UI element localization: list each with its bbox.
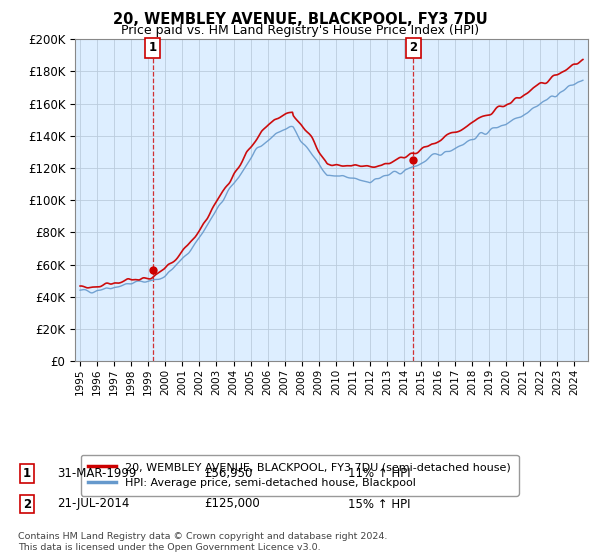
Text: 15% ↑ HPI: 15% ↑ HPI bbox=[348, 497, 410, 511]
Text: 21-JUL-2014: 21-JUL-2014 bbox=[57, 497, 130, 511]
Text: £56,950: £56,950 bbox=[204, 466, 253, 480]
Text: 1: 1 bbox=[148, 41, 157, 54]
Text: 11% ↑ HPI: 11% ↑ HPI bbox=[348, 466, 410, 480]
Text: £125,000: £125,000 bbox=[204, 497, 260, 511]
Text: 31-MAR-1999: 31-MAR-1999 bbox=[57, 466, 136, 480]
Text: 1: 1 bbox=[23, 466, 31, 480]
Text: Price paid vs. HM Land Registry's House Price Index (HPI): Price paid vs. HM Land Registry's House … bbox=[121, 24, 479, 36]
Text: 20, WEMBLEY AVENUE, BLACKPOOL, FY3 7DU: 20, WEMBLEY AVENUE, BLACKPOOL, FY3 7DU bbox=[113, 12, 487, 27]
Legend: 20, WEMBLEY AVENUE, BLACKPOOL, FY3 7DU (semi-detached house), HPI: Average price: 20, WEMBLEY AVENUE, BLACKPOOL, FY3 7DU (… bbox=[80, 455, 518, 496]
Text: Contains HM Land Registry data © Crown copyright and database right 2024.
This d: Contains HM Land Registry data © Crown c… bbox=[18, 532, 388, 552]
Text: 2: 2 bbox=[409, 41, 418, 54]
Text: 2: 2 bbox=[23, 497, 31, 511]
